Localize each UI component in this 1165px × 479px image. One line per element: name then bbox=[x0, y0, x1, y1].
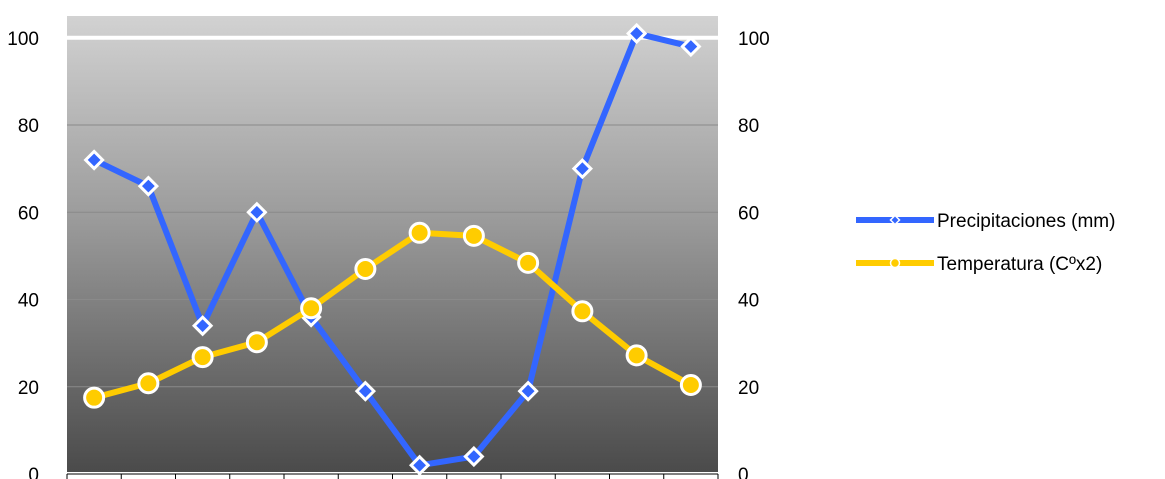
data-point-circle bbox=[300, 297, 323, 320]
y-right-tick-label: 100 bbox=[738, 29, 770, 50]
y-right-tick-label: 60 bbox=[738, 203, 759, 224]
data-point-circle bbox=[517, 251, 540, 274]
series-line bbox=[91, 30, 694, 469]
data-point-circle bbox=[83, 386, 106, 409]
data-point-circle bbox=[245, 331, 268, 354]
y-left-tick-label: 0 bbox=[28, 465, 39, 479]
y-right-tick-label: 20 bbox=[738, 378, 759, 399]
y-right-tick-label: 0 bbox=[738, 465, 749, 479]
legend-swatch-marker bbox=[889, 214, 901, 226]
data-point-circle bbox=[191, 346, 214, 369]
data-point-diamond bbox=[354, 380, 376, 402]
data-point-diamond bbox=[571, 158, 593, 180]
data-point-diamond bbox=[409, 454, 431, 476]
data-point-diamond bbox=[246, 201, 268, 223]
axes: 0 20 40 60 80 100 0 20 40 60 80 100 bbox=[7, 29, 770, 479]
data-point-diamond bbox=[463, 445, 485, 468]
y-right-tick-label: 80 bbox=[738, 116, 759, 137]
y-left-tick-label: 40 bbox=[18, 291, 39, 312]
y-left-tick-label: 60 bbox=[18, 203, 39, 224]
legend-label: Temperatura (Cºx2) bbox=[937, 254, 1102, 275]
data-point-circle bbox=[354, 257, 377, 280]
legend: Precipitaciones (mm) Temperatura (Cºx2) bbox=[856, 211, 1115, 275]
data-point-circle bbox=[679, 374, 702, 397]
y-left-tick-label: 100 bbox=[7, 29, 39, 50]
data-point-diamond bbox=[192, 315, 214, 337]
y-left-tick-label: 20 bbox=[18, 378, 39, 399]
legend-swatch-marker bbox=[889, 257, 901, 269]
data-point-circle bbox=[408, 221, 431, 244]
data-point-diamond bbox=[680, 35, 702, 58]
data-point-circle bbox=[571, 300, 594, 323]
data-point-diamond bbox=[137, 175, 159, 197]
data-point-circle bbox=[462, 224, 485, 247]
data-point-circle bbox=[625, 344, 648, 367]
data-point-diamond bbox=[517, 380, 539, 402]
data-point-diamond bbox=[83, 149, 105, 171]
plot-area bbox=[67, 16, 718, 474]
y-right-tick-label: 40 bbox=[738, 291, 759, 312]
legend-label: Precipitaciones (mm) bbox=[937, 211, 1115, 232]
series-layer bbox=[83, 22, 702, 476]
y-left-tick-label: 80 bbox=[18, 116, 39, 137]
data-point-circle bbox=[137, 372, 160, 395]
data-point-diamond bbox=[626, 22, 648, 45]
